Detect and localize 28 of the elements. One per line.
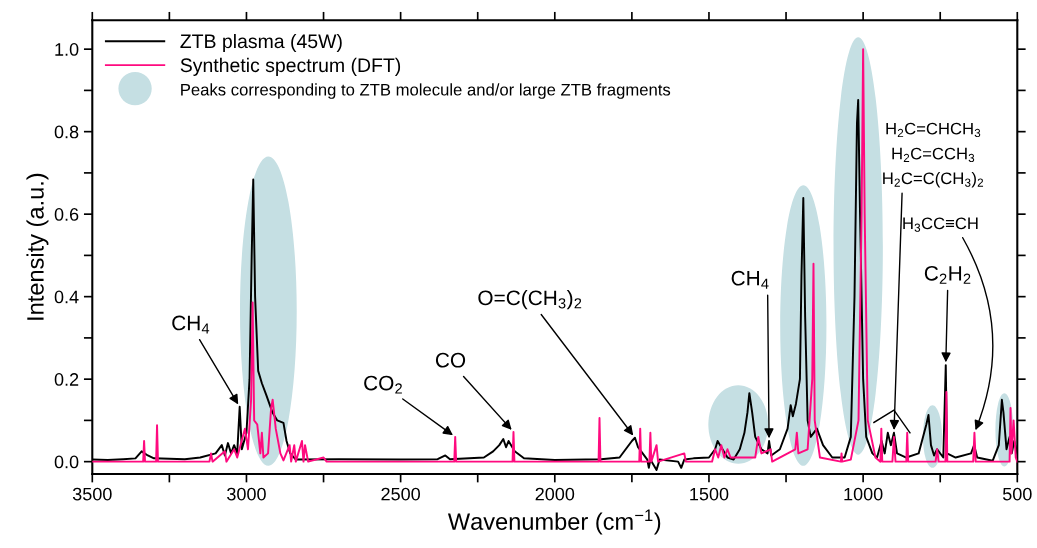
y-tick-label: 0.0 (54, 455, 79, 469)
y-axis-title: Intensity (a.u.) (26, 173, 49, 320)
annotation: H$_{2}$C=C(CH$_{3}$)$_{2}$ (883, 171, 984, 188)
y-tick-label: 1.0 (55, 43, 79, 56)
y-tick-label: 0.6 (54, 208, 79, 221)
x-tick-label: 2000 (535, 487, 575, 501)
annotation: H$_{3}$CC≡CH (903, 217, 978, 232)
x-tick-label: 1000 (844, 487, 883, 501)
annotation: CO (435, 352, 466, 368)
x-tick-label: 1500 (690, 487, 729, 501)
annotation: H$_{2}$C=CCH$_{3}$ (892, 147, 975, 163)
annotation: CO$_{2}$ (364, 375, 402, 394)
annotation: H$_{2}$C=CHCH$_{3}$ (886, 122, 981, 138)
annotation: CH$_{4}$ (731, 270, 769, 289)
annotation: C$_{2}$H$_{2}$ (924, 265, 971, 284)
x-tick-label: 3500 (72, 487, 112, 501)
annotation: CH$_{4}$ (172, 315, 210, 334)
x-tick-label: 3000 (227, 487, 266, 501)
legend-label: Synthetic spectrum (DFT) (180, 57, 401, 76)
y-tick-label: 0.2 (54, 373, 79, 386)
x-tick-label: 2500 (381, 487, 421, 501)
legend-label: ZTB plasma (45W) (180, 33, 342, 53)
x-axis-title: Wavenumber (cm$^{−1}$) (447, 509, 661, 535)
y-tick-label: 0.8 (54, 125, 79, 139)
annotation: Peaks corresponding to ZTB molecule and/or large ZTB fragments (181, 83, 671, 99)
annotation: O=C(CH$_{3}$)$_{2}$ (478, 289, 582, 310)
x-tick-label: 500 (1002, 487, 1032, 501)
y-tick-label: 0.4 (54, 290, 79, 304)
